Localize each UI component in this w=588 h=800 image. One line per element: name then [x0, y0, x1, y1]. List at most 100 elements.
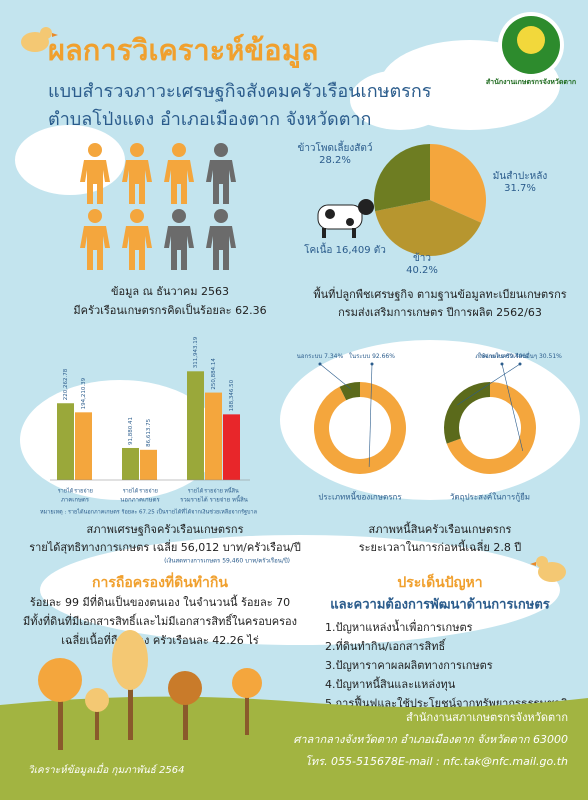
pie-slice [430, 144, 486, 223]
logo [498, 12, 564, 78]
caption: ระยะเวลาในการก่อหนี้เฉลี่ย 2.8 ปี [359, 539, 522, 554]
bar [75, 412, 92, 480]
group-label: ภาคเกษตร [61, 497, 90, 504]
bar [187, 371, 204, 480]
person-head [172, 209, 186, 223]
pie-value: 31.7% [504, 183, 536, 194]
footer-email: E-mail : nfc.tak@nfc.mail.go.th [398, 755, 568, 768]
leader-dot [318, 362, 322, 366]
bar-value: 250,884.14 [211, 358, 217, 390]
bar [140, 449, 157, 480]
caption: รายได้สุทธิทางการเกษตร เฉลี่ย 56,012 บาท… [29, 539, 301, 554]
bar-value: 194,210.39 [81, 377, 87, 409]
bar-label: หนี้สิน [224, 487, 239, 495]
leader [457, 363, 521, 406]
caption: สภาพเศรษฐกิจครัวเรือนเกษตรกร [87, 523, 244, 536]
pie-label: ข้าว [413, 252, 431, 264]
text: มีทั้งที่ดินที่มีเอกสารสิทธิ์และไม่มีเอก… [23, 613, 297, 628]
value: 30.51% [539, 353, 562, 360]
pie-slice [375, 200, 482, 256]
category: ในระบบ [349, 352, 370, 360]
logo-text: สำนักงานเกษตรกรจังหวัดตาก [486, 78, 576, 86]
leader-dot [370, 362, 374, 366]
leader-dot [500, 362, 504, 366]
donut-slice [444, 382, 490, 444]
bar [57, 403, 74, 480]
section-subtitle: และความต้องการพัฒนาด้านการเกษตร [330, 597, 550, 613]
person-body [164, 226, 194, 270]
person-head [214, 143, 228, 157]
bird [21, 27, 58, 52]
section-title: การถือครองที่ดินทำกิน [92, 572, 228, 591]
donut-title: ประเภทหนี้ของเกษตรกร [318, 491, 402, 502]
footer-date: วิเคราะห์ข้อมูลเมื่อ กุมภาพันธ์ 2564 [28, 762, 184, 776]
note: หมายเหตุ : รายได้นอกภาคเกษตร ร้อยละ 67.2… [40, 508, 257, 516]
bar [122, 447, 139, 480]
bar-value: 311,943.19 [193, 336, 199, 368]
value: 92.66% [372, 353, 395, 360]
category: นอกระบบ [297, 353, 323, 360]
pie-slice [374, 144, 430, 212]
leader [501, 363, 524, 452]
leader [368, 363, 373, 467]
pie-label: มันสำปะหลัง [493, 171, 548, 182]
donut-label: ภาคเกษตร 69.49% [476, 353, 529, 360]
person-body [122, 160, 152, 204]
donut-slice [446, 382, 536, 474]
caption: สภาพหนี้สินครัวเรือนเกษตรกร [369, 521, 512, 536]
text: เฉลี่ยเนื้อที่ถือครอง ครัวเรือนละ 42.26 … [61, 632, 258, 647]
person-body [164, 160, 194, 204]
donut-title: วัตถุประสงค์ในการกู้ยืม [450, 492, 530, 503]
bird [530, 556, 566, 582]
bar [223, 414, 240, 480]
text: มีครัวเรือนเกษตรกรคิดเป็นร้อยละ 62.36 [73, 303, 266, 317]
bar-label: รายจ่าย [139, 489, 158, 495]
issue-list: 1.ปัญหาแหล่งน้ำเพื่อการเกษตร 2.ที่ดินทำกิ… [325, 619, 568, 710]
leader [319, 363, 352, 390]
footer-address: ศาลากลางจังหวัดตาก อำเภอเมืองตาก จังหวัด… [293, 733, 568, 746]
person-body [80, 226, 110, 270]
text: ร้อยละ 99 มีที่ดินเป็นของตนเอง ในจำนวนนี… [30, 594, 290, 609]
bar-label: รายได้ [188, 488, 204, 495]
bar-label: รายได้ [58, 488, 74, 495]
issue-item: 3.ปัญหาราคาผลผลิตทางการเกษตร [325, 659, 493, 672]
person-head [88, 143, 102, 157]
donut-label: นอกระบบ 7.34% [297, 353, 344, 360]
pie-value: 40.2% [406, 265, 438, 276]
person-body [80, 160, 110, 204]
issue-item: 4.ปัญหาหนี้สินและแหล่งทุน [325, 676, 456, 691]
bar-label: รายได้ [123, 488, 139, 495]
donut-label: ใช้จ่ายในครัวเรือนอื่นๆ 30.51% [478, 352, 562, 360]
donut-slice [339, 382, 360, 401]
cattle-label: โคเนื้อ 16,409 ตัว [304, 242, 386, 256]
person-head [130, 209, 144, 223]
issue-item: 2.ที่ดินทำกิน/เอกสารสิทธิ์ [325, 638, 447, 653]
footer-phone: โทร. 055-515678 [305, 755, 398, 768]
person-body [206, 160, 236, 204]
donut-slice [313, 382, 406, 475]
people-pictogram [80, 143, 236, 270]
subtitle: ตำบลโป่งแดง อำเภอเมืองตาก จังหวัดตาก [48, 108, 371, 130]
issue-item: 1.ปัญหาแหล่งน้ำเพื่อการเกษตร [325, 619, 473, 634]
group-label: นอกภาคเกษตร [120, 497, 160, 504]
cow [317, 199, 374, 238]
leader-dot [518, 362, 522, 366]
caption: กรมส่งเสริมการเกษตร ปีการผลิต 2562/63 [338, 306, 542, 319]
value: 7.34% [324, 353, 343, 360]
person-body [206, 226, 236, 270]
category: ใช้จ่ายในครัวเรือนอื่นๆ [478, 352, 537, 360]
section-title: ประเด็นปัญหา [397, 573, 482, 591]
trees [38, 630, 262, 750]
footnote: (เงินสดทางการเกษตร 59,460 บาท/ครัวเรือน/… [164, 557, 290, 565]
bar-value: 188,346.50 [229, 379, 235, 411]
bar-value: 220,262.78 [63, 368, 69, 400]
bar-label: รายจ่าย [204, 489, 223, 495]
bar-value: 86,613.75 [146, 418, 152, 446]
caption: พื้นที่ปลูกพืชเศรษฐกิจ ตามฐานข้อมูลทะเบี… [313, 286, 566, 301]
person-head [130, 143, 144, 157]
pie-value: 28.2% [319, 155, 351, 166]
ground [0, 696, 588, 800]
person-body [122, 226, 152, 270]
pie-label: ข้าวโพดเลี้ยงสัตว์ [297, 140, 372, 154]
